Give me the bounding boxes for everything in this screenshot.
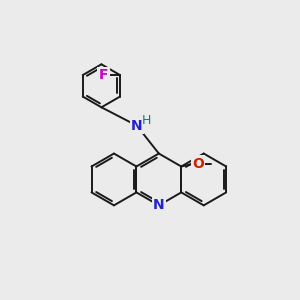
Text: N: N: [153, 198, 165, 212]
Text: F: F: [99, 68, 108, 82]
Text: H: H: [142, 114, 151, 127]
Text: O: O: [192, 157, 204, 170]
Text: N: N: [131, 118, 142, 133]
